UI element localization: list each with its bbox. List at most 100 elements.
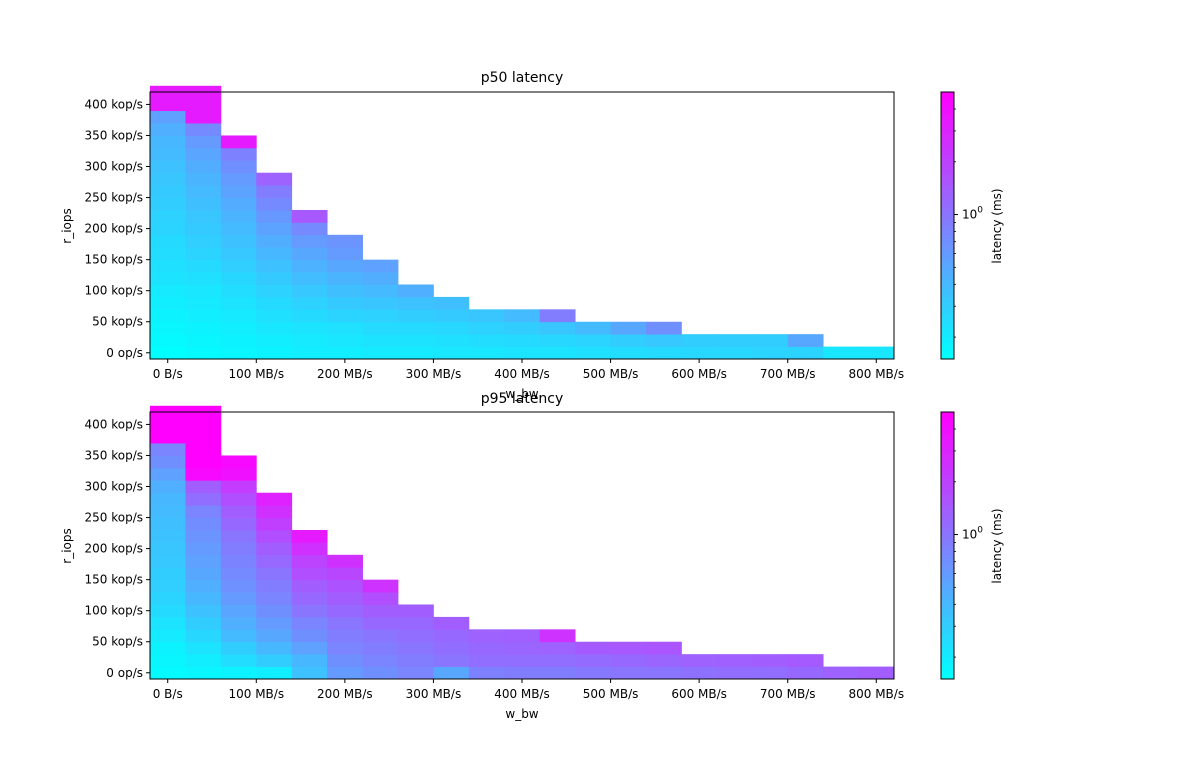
heatmap-cell: [220, 222, 257, 236]
colorbar-segment: [941, 652, 954, 658]
heatmap-cell: [681, 334, 718, 347]
colorbar-segment: [941, 114, 954, 120]
heatmap-cell: [716, 654, 753, 667]
colorbar-segment: [941, 638, 954, 644]
heatmap-cell: [256, 185, 293, 198]
colorbar-segment: [941, 256, 954, 262]
x-tick-label: 200 MB/s: [317, 687, 373, 701]
heatmap-cell: [185, 604, 222, 618]
heatmap-cell: [362, 272, 399, 285]
colorbar-segment: [941, 643, 954, 649]
heatmap-cell: [220, 247, 257, 261]
heatmap-cell: [327, 309, 363, 323]
heatmap-cell: [291, 629, 328, 643]
heatmap-cell: [150, 467, 186, 481]
heatmap-cell: [220, 542, 257, 556]
heatmap-cell: [575, 346, 611, 360]
heatmap-cell: [150, 135, 186, 149]
heatmap-cell: [185, 480, 222, 494]
heatmap-cell: [220, 529, 257, 543]
heatmap-cell: [220, 480, 257, 494]
y-tick-label: 50 kop/s: [92, 635, 143, 649]
colorbar-segment: [941, 585, 954, 591]
colorbar-segment: [941, 425, 954, 431]
heatmap-cell: [150, 222, 186, 236]
colorbar-segment: [941, 656, 954, 662]
heatmap-cell: [220, 309, 257, 323]
heatmap-cell: [185, 505, 222, 518]
heatmap-cell: [327, 604, 363, 618]
heatmap-cell: [362, 616, 399, 630]
heatmap-cell: [256, 579, 293, 593]
colorbar-segment: [941, 478, 954, 484]
colorbar-segment: [941, 603, 954, 609]
heatmap-cell: [185, 492, 222, 506]
heatmap-cell: [185, 517, 222, 531]
heatmap-cell: [433, 296, 470, 310]
heatmap-cell: [610, 641, 647, 655]
y-tick-label: 250 kop/s: [85, 191, 144, 205]
colorbar-segment: [941, 625, 954, 631]
colorbar-segment: [941, 469, 954, 475]
heatmap-cell: [327, 641, 363, 655]
heatmap-cell: [220, 666, 257, 680]
heatmap-cell: [185, 467, 222, 481]
heatmap-cell: [433, 641, 470, 655]
heatmap-cell: [220, 554, 257, 568]
colorbar-segment: [941, 541, 954, 546]
x-tick-label: 300 MB/s: [406, 367, 462, 381]
heatmap-cell: [150, 321, 186, 335]
heatmap-cell: [327, 666, 363, 680]
colorbar-segment: [941, 145, 954, 151]
x-tick-label: 800 MB/s: [848, 367, 904, 381]
heatmap-cell: [362, 604, 399, 618]
heatmap-cell: [185, 567, 222, 581]
colorbar-segment: [941, 327, 954, 333]
heatmap-cell: [468, 629, 505, 643]
heatmap-cell: [185, 346, 222, 360]
colorbar-segment: [941, 221, 954, 226]
heatmap-cell: [256, 666, 293, 680]
heatmap-cell: [539, 309, 576, 323]
colorbar-segment: [941, 123, 954, 129]
colorbar-segment: [941, 674, 954, 680]
colorbar-segment: [941, 332, 954, 338]
heatmap-cell: [220, 505, 257, 518]
colorbar-segment: [941, 283, 954, 289]
heatmap-cell: [150, 554, 186, 568]
x-tick-label: 0 B/s: [153, 367, 183, 381]
colorbar-segment: [941, 207, 954, 213]
heatmap-cell: [185, 592, 222, 605]
heatmap-cell: [150, 334, 186, 347]
heatmap-cell: [575, 641, 611, 655]
heatmap-cell: [256, 654, 293, 667]
heatmap-cell: [362, 284, 399, 298]
heatmap-cell: [150, 567, 186, 581]
heatmap-cell: [468, 321, 505, 335]
colorbar-segment: [941, 261, 954, 267]
heatmap-cell: [504, 334, 541, 347]
colorbar-segment: [941, 474, 954, 480]
heatmap-cell: [185, 209, 222, 223]
colorbar-segment: [941, 185, 954, 191]
colorbar-segment: [941, 341, 954, 347]
heatmap-cell: [185, 654, 222, 667]
heatmap-cell: [185, 579, 222, 593]
heatmap-cell: [256, 172, 293, 186]
heatmap-cell: [220, 209, 257, 223]
colorbar-segment: [941, 523, 954, 529]
heatmap-cells: [150, 85, 895, 360]
heatmap-cell: [575, 666, 611, 680]
colorbar-segment: [941, 176, 954, 182]
heatmap-cell: [220, 455, 257, 469]
heatmap-cell: [362, 666, 399, 680]
colorbar-segment: [941, 212, 954, 218]
heatmap-cell: [256, 309, 293, 323]
heatmap-cell: [291, 209, 328, 223]
heatmap-cell: [220, 284, 257, 298]
heatmap-cell: [150, 666, 186, 680]
heatmap-cell: [504, 654, 541, 667]
heatmap-cell: [327, 567, 363, 581]
heatmap-cell: [185, 629, 222, 643]
chart-title: p50 latency: [481, 70, 564, 86]
